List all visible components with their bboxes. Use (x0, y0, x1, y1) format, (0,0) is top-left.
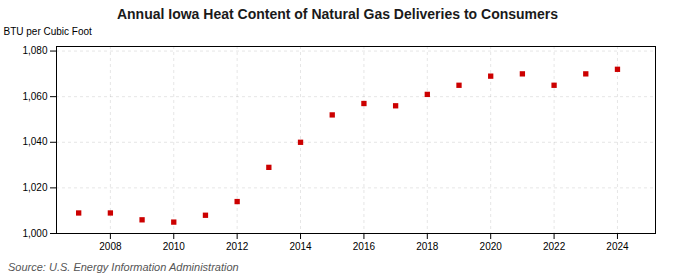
svg-text:2016: 2016 (353, 241, 376, 252)
svg-text:1,000: 1,000 (22, 228, 47, 239)
svg-text:2014: 2014 (289, 241, 312, 252)
svg-text:2020: 2020 (480, 241, 503, 252)
svg-text:2012: 2012 (226, 241, 249, 252)
svg-text:BTU per Cubic Foot: BTU per Cubic Foot (4, 26, 93, 37)
svg-text:2010: 2010 (163, 241, 186, 252)
svg-text:2018: 2018 (416, 241, 439, 252)
svg-text:1,040: 1,040 (22, 136, 47, 147)
html-text:Source: U.S. Energy Informatio: Source: U.S. Energy Information Administ… (8, 261, 239, 273)
svg-text:2008: 2008 (99, 241, 122, 252)
svg-text:2022: 2022 (543, 241, 566, 252)
svg-text:1,020: 1,020 (22, 182, 47, 193)
svg-text:1,060: 1,060 (22, 91, 47, 102)
html-text:Annual Iowa Heat Content of Na: Annual Iowa Heat Content of Natural Gas … (117, 6, 558, 22)
svg-text:1,080: 1,080 (22, 45, 47, 56)
svg-text:2024: 2024 (606, 241, 629, 252)
